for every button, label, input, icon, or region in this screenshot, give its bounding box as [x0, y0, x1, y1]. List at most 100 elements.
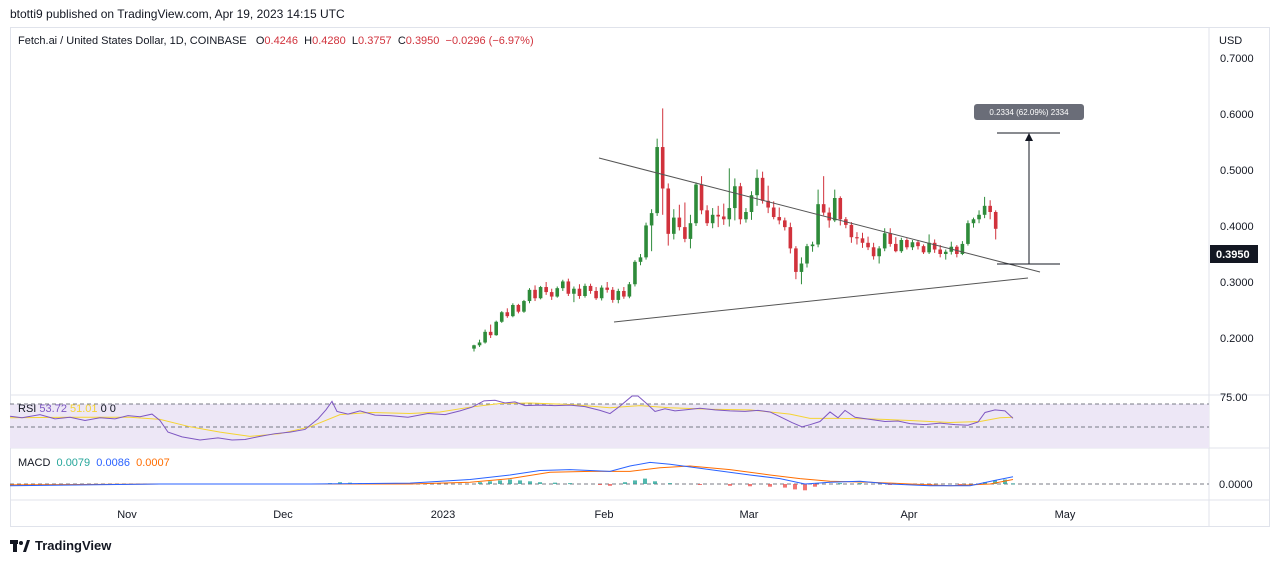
macd-histogram-bar [728, 484, 732, 486]
candle-body [544, 287, 548, 293]
macd-signal-line [9, 465, 1014, 487]
candle-body [649, 213, 654, 226]
candle-body [777, 217, 782, 221]
candle-body [605, 287, 609, 290]
time-axis-label: Nov [117, 509, 137, 521]
candle-body [943, 251, 948, 254]
measure-arrow-head [1025, 133, 1033, 141]
candle-body [599, 287, 604, 299]
rsi-band [10, 404, 1209, 448]
macd-histogram-bar [793, 484, 797, 490]
publisher-line: btotti9 published on TradingView.com, Ap… [10, 7, 345, 21]
candle-body [694, 184, 698, 224]
macd-histogram-bar [538, 482, 542, 484]
candle-body [577, 288, 582, 296]
macd-histogram-bar [783, 484, 787, 488]
macd-histogram-bar [748, 484, 752, 487]
candle-body [877, 248, 881, 257]
candle-body [549, 292, 554, 297]
price-tick-label: 0.2000 [1220, 333, 1254, 345]
macd-hist-value: 0.0007 [136, 457, 170, 469]
upper-trendline [598, 157, 1041, 273]
candle-body [927, 242, 931, 253]
candle-body [783, 220, 787, 228]
candle-body [899, 240, 904, 252]
candle-body [871, 247, 876, 257]
macd-histogram-bar [518, 480, 522, 484]
time-axis-label: Feb [595, 509, 614, 521]
candle-body [982, 205, 987, 215]
rsi-label[interactable]: RSI [18, 403, 37, 415]
candle-body [749, 195, 754, 212]
candle-body [688, 223, 693, 239]
candle-body [638, 257, 643, 262]
ohlc-legend: Fetch.ai / United States Dollar, 1D, COI… [18, 35, 534, 47]
macd-histogram-bar [633, 480, 637, 484]
candle-body [477, 342, 482, 346]
macd-histogram-bar [813, 484, 817, 487]
open-value: 0.4246 [264, 35, 299, 47]
macd-histogram-bar [498, 480, 502, 484]
price-tick-label: 0.6000 [1220, 109, 1254, 121]
time-axis-label: 2023 [431, 509, 455, 521]
candle-body [538, 287, 543, 299]
candle-body [888, 233, 893, 244]
candle-body [705, 210, 709, 224]
candle-body [655, 147, 659, 214]
macd-label[interactable]: MACD [18, 457, 51, 469]
candle-body [860, 238, 865, 243]
price-tick-label: 0.4000 [1220, 221, 1254, 233]
lower-trendline [613, 277, 1029, 323]
price-tick-label: 0.5000 [1220, 165, 1254, 177]
rsi-line [9, 395, 1014, 441]
rsi-extra-2: 0 [109, 403, 116, 415]
macd-histogram-bar [838, 483, 842, 485]
candle-body [766, 200, 770, 208]
candle-body [938, 249, 942, 254]
candle-body [677, 217, 682, 228]
symbol-name[interactable]: Fetch.ai / United States Dollar, 1D, COI… [18, 35, 247, 47]
candle-body [616, 290, 621, 300]
branding-text: TradingView [35, 538, 112, 553]
candle-body [488, 331, 493, 336]
candle-body [838, 198, 843, 220]
candle-body [966, 223, 970, 244]
close-value: 0.3950 [405, 35, 440, 47]
high-value: 0.4280 [312, 35, 346, 47]
macd-histogram-bar [488, 481, 492, 484]
measure-label: 0.2334 (62.09%) 2334 [989, 108, 1069, 117]
candle-body [721, 216, 726, 220]
macd-histogram-bar [528, 481, 532, 484]
candle-body [522, 301, 526, 312]
candle-body [727, 208, 732, 220]
chart-frame [10, 27, 1270, 527]
high-label: H [304, 35, 313, 47]
rsi-ma-value: 51.01 [70, 403, 98, 415]
macd-histogram-bar [1003, 479, 1007, 484]
macd-histogram-bar [508, 479, 512, 484]
change-value: −0.0296 (−6.97%) [445, 35, 534, 47]
candle-body [855, 237, 859, 239]
candle-body [516, 304, 521, 312]
macd-histogram-bar [993, 480, 997, 484]
candle-body [660, 147, 665, 189]
candle-body [760, 177, 765, 201]
close-label: C [397, 35, 406, 47]
macd-histogram-bar [608, 484, 612, 486]
candle-body [960, 243, 965, 254]
macd-histogram-bar [698, 484, 702, 485]
candle-body [683, 227, 687, 239]
tradingview-branding[interactable]: TradingView [10, 538, 111, 553]
candle-body [821, 204, 826, 213]
candle-body [627, 284, 632, 297]
candle-body [583, 285, 587, 296]
candle-body [993, 212, 998, 229]
measure-label-box [974, 104, 1084, 120]
last-price-label: 0.3950 [1216, 249, 1250, 261]
candle-body [716, 214, 720, 217]
macd-histogram-bar [983, 482, 987, 484]
candle-body [672, 217, 676, 234]
low-label: L [351, 35, 359, 47]
candle-body [472, 345, 476, 349]
